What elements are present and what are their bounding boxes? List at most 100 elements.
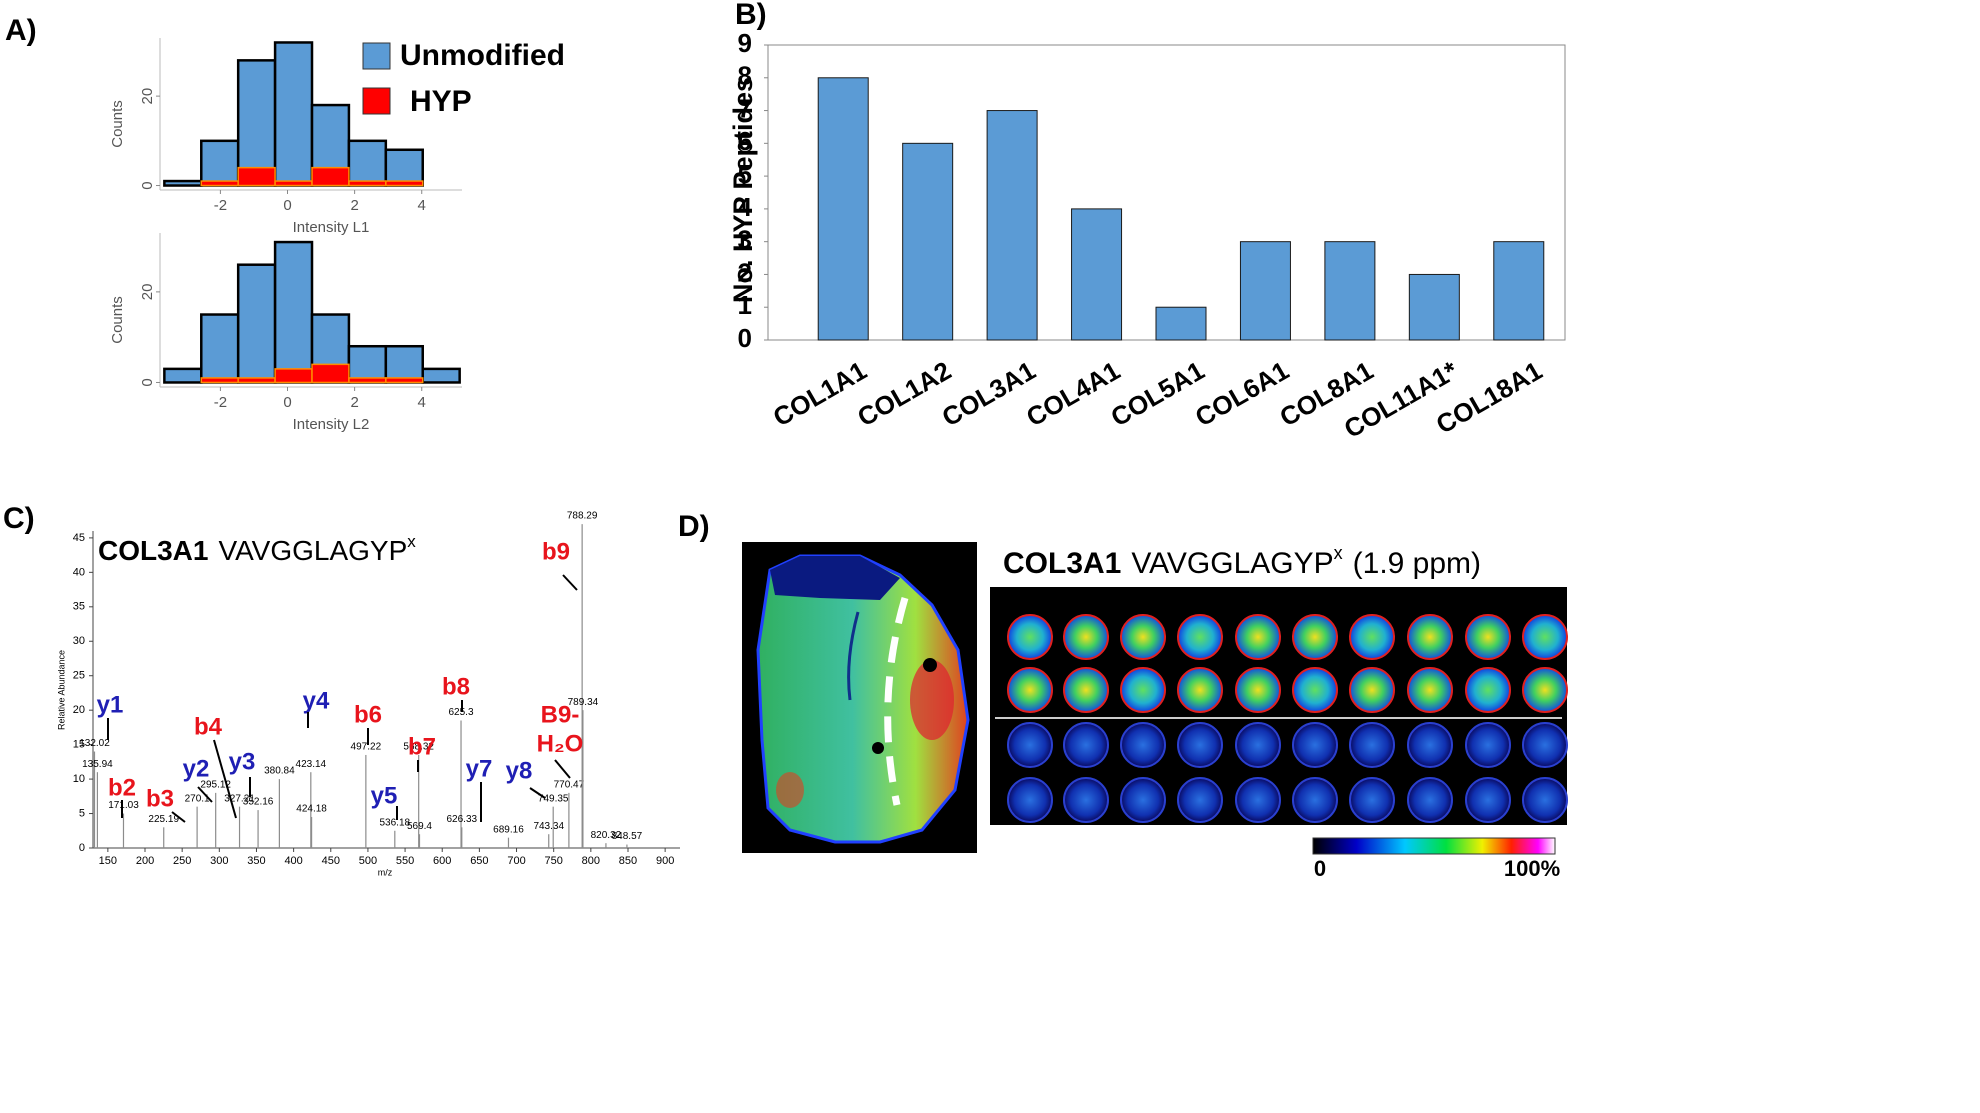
spot [1120, 614, 1166, 660]
y-tick-label: 20 [73, 704, 85, 716]
histogram-bar [236, 59, 277, 187]
histogram-bar [237, 377, 276, 384]
fragment-label: b8 [442, 673, 470, 700]
peak-label: 327.21 [224, 793, 255, 804]
x-tick-label: COL1A1 [768, 355, 872, 432]
bar [817, 77, 869, 341]
histogram-bar [347, 139, 388, 187]
image-title: COL3A1 VAVGGLAGYPx (1.9 ppm) [1003, 543, 1481, 580]
spot [1349, 777, 1395, 823]
x-tick-label: 850 [619, 855, 637, 867]
histogram-bar [273, 41, 314, 187]
peak-label: 380.84 [264, 766, 295, 777]
spot [1522, 722, 1568, 768]
x-tick-label: 300 [210, 855, 228, 867]
x-tick-label: -2 [214, 394, 227, 411]
y-axis-label: Counts [109, 296, 126, 344]
histogram-bar [348, 180, 387, 187]
tissue-fold [847, 611, 860, 701]
peak-label: 536.18 [380, 817, 411, 828]
peak-label: 820.32 [591, 830, 622, 841]
bar [1239, 241, 1291, 341]
x-tick-label: COL3A1 [937, 355, 1041, 432]
peak-label: 270.1 [185, 793, 210, 804]
y-tick-label: 0 [738, 323, 752, 353]
spot [1407, 667, 1453, 713]
x-tick-label: 0 [283, 394, 291, 411]
spot [1007, 614, 1053, 660]
spot [1063, 614, 1109, 660]
hot-spot [910, 660, 954, 740]
y-tick-label: 3 [738, 225, 752, 255]
fragment-label: b3 [146, 785, 174, 812]
fragment-leader [197, 786, 213, 803]
y-tick-label: 35 [73, 601, 85, 613]
y-axis-label: Relative Abundance [56, 650, 66, 730]
hole [923, 658, 937, 672]
fragment-label: y4 [303, 687, 330, 714]
peak-label: 848.57 [612, 831, 643, 842]
spot [1120, 722, 1166, 768]
spot [1063, 667, 1109, 713]
histogram-bar [384, 148, 424, 187]
spot [1522, 667, 1568, 713]
histogram-bar [421, 367, 461, 384]
panel-label: D) [678, 510, 710, 543]
panel-label: B) [735, 0, 767, 31]
x-tick-label: 400 [284, 855, 302, 867]
peak-label: 568.32 [403, 742, 434, 753]
boundary-line [884, 597, 909, 806]
spot [1063, 777, 1109, 823]
spot [1235, 667, 1281, 713]
spot [1349, 614, 1395, 660]
x-tick-label: 450 [322, 855, 340, 867]
x-axis-label: m/z [378, 867, 393, 877]
peak-label: 788.29 [567, 511, 598, 522]
x-tick-label: 4 [418, 197, 426, 214]
x-tick-label: 650 [470, 855, 488, 867]
x-tick-label: COL6A1 [1190, 355, 1294, 432]
y-tick-label: 20 [139, 284, 156, 301]
spot [1120, 667, 1166, 713]
fragment-leader [529, 787, 546, 799]
x-tick-label: 4 [418, 394, 426, 411]
spot [1007, 777, 1053, 823]
fragment-label: y2 [183, 755, 210, 782]
spot [1007, 667, 1053, 713]
panel-label: C) [3, 502, 35, 535]
y-tick-label: 10 [73, 773, 85, 785]
y-tick-label: 4 [738, 192, 753, 222]
legend-swatch [362, 42, 391, 70]
bar [986, 110, 1038, 341]
fragment-leader [554, 759, 571, 779]
histogram-bar [200, 313, 240, 384]
fragment-label: B9- [541, 701, 580, 728]
tissue-section [756, 554, 970, 844]
spot [1465, 722, 1511, 768]
peak-label: 625.3 [449, 707, 474, 718]
fragment-label: b4 [194, 713, 223, 740]
histogram-bar [273, 240, 314, 384]
hot-spot [776, 772, 804, 808]
spot [1465, 614, 1511, 660]
x-tick-label: 200 [136, 855, 154, 867]
peak-label: 689.16 [493, 824, 524, 835]
spectrum-title: COL3A1 VAVGGLAGYPx [98, 532, 416, 566]
peak-label: 132.02 [79, 738, 110, 749]
peak-label: 749.35 [538, 793, 569, 804]
y-tick-label: 6 [738, 126, 752, 156]
histogram-bar [347, 344, 388, 384]
y-tick-label: 0 [79, 842, 85, 854]
legend-label: Unmodified [400, 39, 565, 72]
fragment-label: y5 [371, 782, 398, 809]
spot [1407, 777, 1453, 823]
spot [1177, 722, 1223, 768]
x-tick-label: COL4A1 [1021, 355, 1125, 432]
fragment-label: y7 [466, 755, 493, 782]
y-tick-label: 25 [73, 670, 85, 682]
bar [1408, 273, 1460, 341]
spot [1120, 777, 1166, 823]
peak-label: 626.33 [446, 814, 477, 825]
histogram-bar [274, 180, 313, 187]
